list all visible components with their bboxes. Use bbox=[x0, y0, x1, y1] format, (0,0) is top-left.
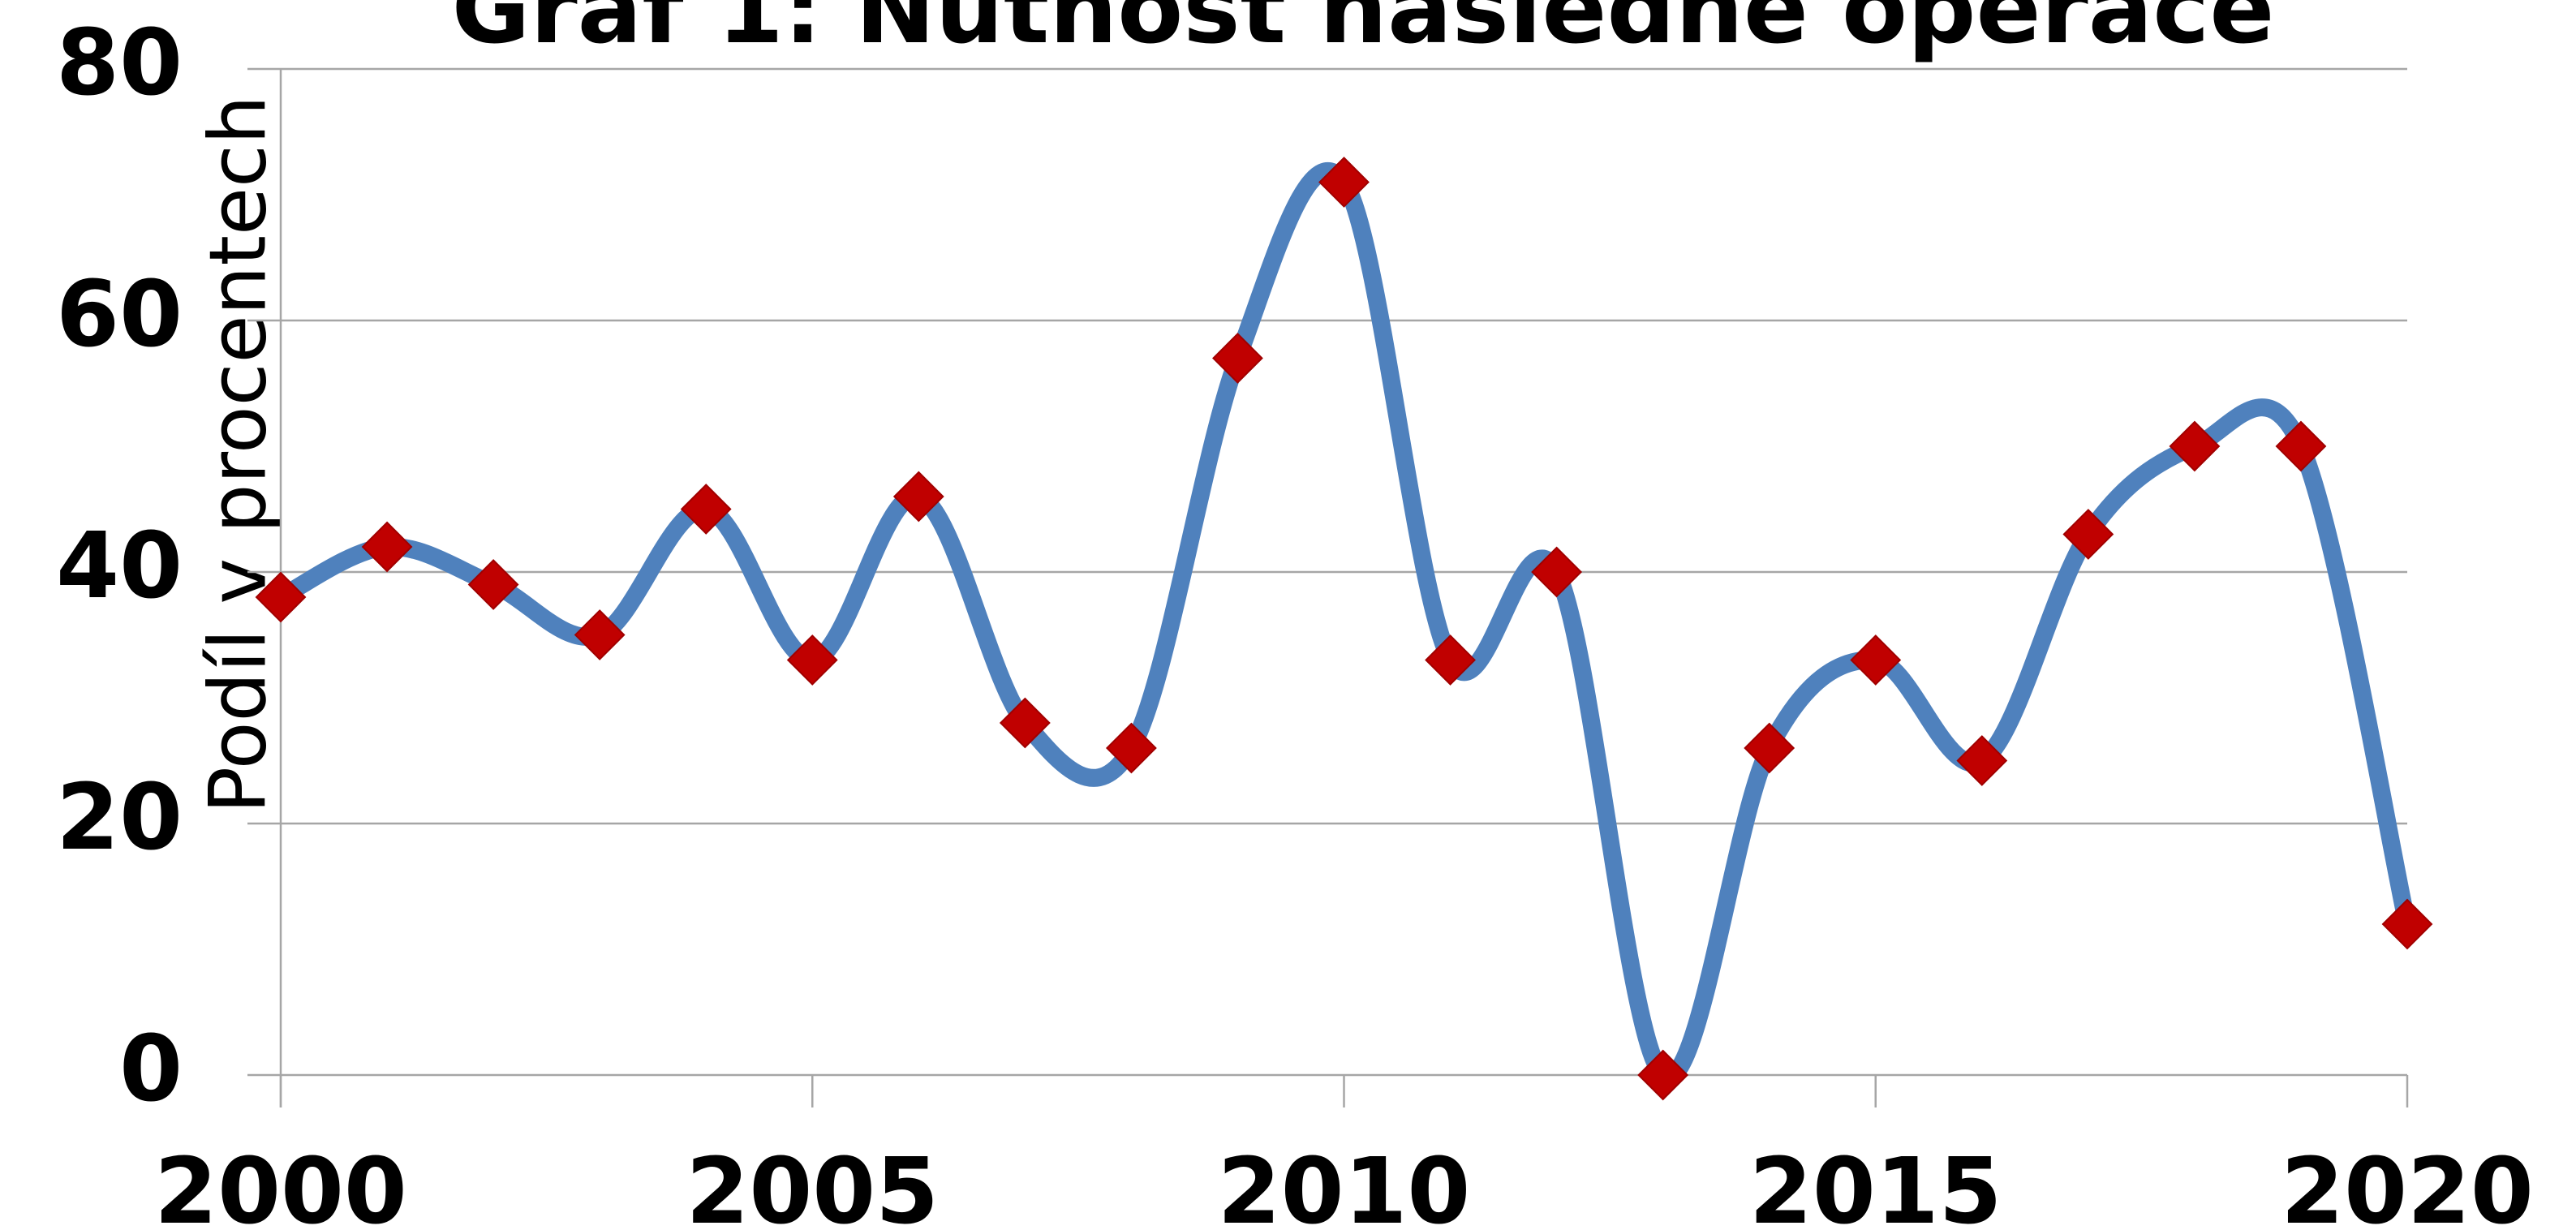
marker bbox=[1531, 546, 1583, 598]
marker bbox=[2169, 420, 2221, 472]
marker bbox=[361, 521, 413, 573]
y-tick-label: 40 bbox=[56, 514, 183, 619]
x-tick-label: 2015 bbox=[1749, 1139, 2002, 1230]
y-axis-label: Podíl v procentech bbox=[192, 95, 283, 813]
marker bbox=[892, 471, 944, 523]
marker bbox=[786, 634, 838, 686]
y-tick-label: 0 bbox=[119, 1017, 183, 1122]
marker bbox=[1425, 634, 1476, 686]
x-tick-label: 2020 bbox=[2281, 1139, 2534, 1230]
marker bbox=[1956, 735, 2008, 786]
marker bbox=[574, 609, 626, 660]
marker bbox=[1850, 634, 1902, 686]
y-tick-label: 80 bbox=[56, 11, 183, 116]
marker bbox=[2275, 420, 2327, 472]
marker bbox=[2062, 509, 2114, 560]
y-tick-label: 60 bbox=[56, 262, 183, 368]
marker bbox=[255, 571, 307, 623]
marker bbox=[1212, 333, 1263, 384]
marker bbox=[467, 559, 519, 610]
marker bbox=[1318, 157, 1370, 208]
marker bbox=[1637, 1049, 1689, 1101]
x-tick-label: 2005 bbox=[686, 1139, 939, 1230]
x-tick-label: 2010 bbox=[1218, 1139, 1471, 1230]
marker bbox=[1744, 722, 1795, 774]
line-series bbox=[276, 162, 2416, 1086]
marker bbox=[680, 484, 732, 535]
chart-title: Graf 1: Nutnost následné operace bbox=[452, 0, 2275, 65]
marker bbox=[999, 697, 1051, 749]
x-tick-label: 2000 bbox=[154, 1139, 407, 1230]
marker bbox=[2381, 898, 2433, 950]
marker bbox=[1105, 722, 1157, 774]
y-tick-label: 20 bbox=[56, 765, 183, 871]
